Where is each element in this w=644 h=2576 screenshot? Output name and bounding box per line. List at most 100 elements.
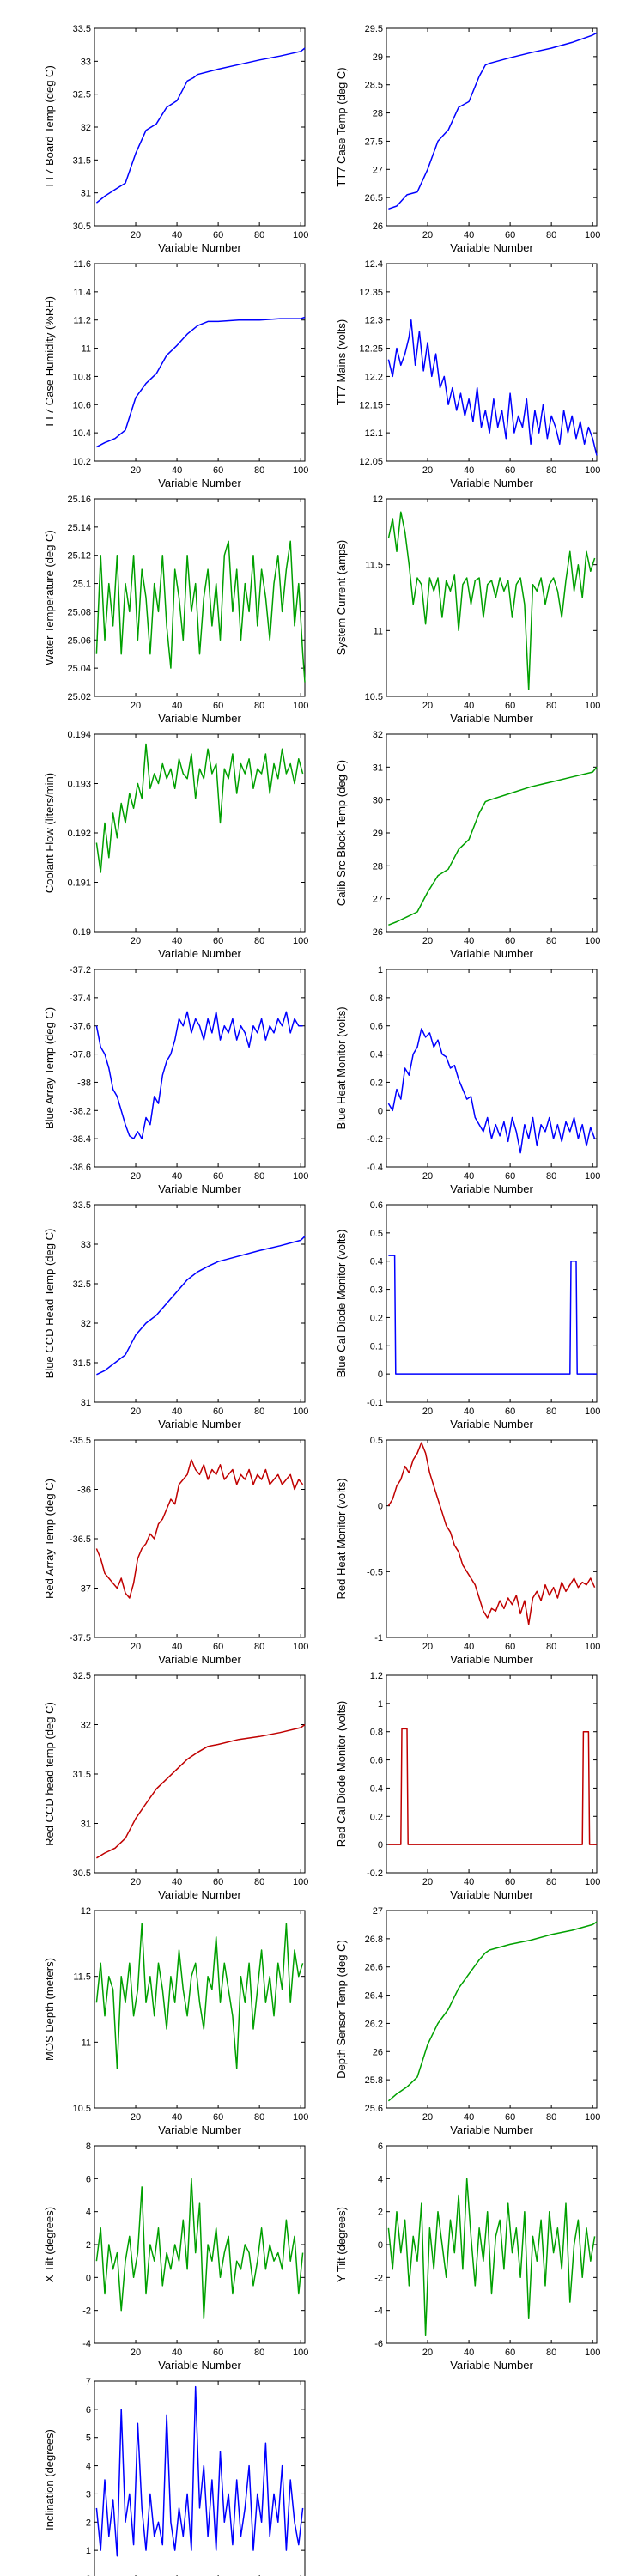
x-tick-label: 100 xyxy=(293,1642,308,1652)
y-tick-label: 8 xyxy=(86,2142,91,2152)
y-tick-label: -2 xyxy=(374,2273,383,2283)
y-tick-label: 28 xyxy=(373,109,383,119)
y-tick-label: 31 xyxy=(373,762,383,773)
y-tick-label: -37 xyxy=(77,1584,91,1595)
y-tick-label: 25.14 xyxy=(67,523,91,533)
x-tick-label: 100 xyxy=(585,1171,600,1182)
x-tick-label: 20 xyxy=(422,1642,433,1652)
x-tick-label: 60 xyxy=(213,701,223,711)
x-tick-label: 60 xyxy=(213,1642,223,1652)
y-tick-label: 26 xyxy=(373,222,383,232)
y-tick-label: -38.4 xyxy=(70,1134,91,1145)
y-tick-label: 5 xyxy=(86,2433,91,2444)
y-tick-label: 26.6 xyxy=(365,1963,383,1973)
plot-frame xyxy=(386,263,598,462)
y-tick-label: -4 xyxy=(82,2339,91,2349)
y-tick-label: 30 xyxy=(373,796,383,806)
chart-4: 20 40 60 80 100 12.05 12.1 12.15 12.2 12.25 12.3 12… xyxy=(335,259,600,489)
y-tick-label: 25.8 xyxy=(365,2075,383,2086)
y-axis-label: Coolant Flow (liters/min) xyxy=(43,773,56,893)
series-line xyxy=(388,1255,597,1375)
y-tick-label: -36.5 xyxy=(70,1534,91,1545)
x-tick-label: 60 xyxy=(213,1877,223,1887)
x-tick-label: 40 xyxy=(172,465,182,476)
x-tick-label: 80 xyxy=(254,2112,264,2123)
x-tick-label: 40 xyxy=(464,936,474,946)
y-tick-label: 30.5 xyxy=(73,1868,91,1879)
y-tick-label: 32.5 xyxy=(73,1671,91,1681)
x-axis-label: Variable Number xyxy=(158,2123,241,2136)
x-tick-label: 40 xyxy=(172,1171,182,1182)
y-tick-label: -37.6 xyxy=(70,1022,91,1032)
x-axis-label: Variable Number xyxy=(158,1182,241,1195)
x-tick-label: 20 xyxy=(131,465,141,476)
x-tick-label: 40 xyxy=(172,701,182,711)
y-tick-label: 0 xyxy=(378,2240,383,2251)
plot-frame xyxy=(94,1439,306,1638)
x-tick-label: 60 xyxy=(505,1642,515,1652)
y-tick-label: 25.1 xyxy=(73,580,91,590)
y-axis-label: Blue CCD Head Temp (deg C) xyxy=(43,1229,56,1379)
x-tick-label: 20 xyxy=(131,230,141,240)
y-tick-label: 26.5 xyxy=(365,193,383,204)
x-tick-label: 40 xyxy=(464,701,474,711)
x-tick-label: 80 xyxy=(254,2348,264,2358)
y-tick-label: 11.5 xyxy=(365,561,383,571)
y-tick-label: -1 xyxy=(374,1633,383,1643)
x-tick-label: 100 xyxy=(585,1642,600,1652)
y-tick-label: 1.2 xyxy=(370,1671,383,1681)
y-tick-label: 0.4 xyxy=(370,1257,383,1267)
chart-8: 20 40 60 80 100 26 27 28 29 30 31 32 Variable Number… xyxy=(335,730,600,960)
y-tick-label: 31.5 xyxy=(73,1358,91,1369)
y-tick-label: 1 xyxy=(378,965,383,975)
y-tick-label: 27 xyxy=(373,1906,383,1917)
x-tick-label: 60 xyxy=(505,701,515,711)
y-tick-label: 25.06 xyxy=(67,635,91,646)
plot-frame xyxy=(386,27,598,227)
y-tick-label: 33.5 xyxy=(73,1200,91,1211)
plot-frame xyxy=(94,2380,306,2576)
x-tick-label: 20 xyxy=(131,1877,141,1887)
y-tick-label: 32.5 xyxy=(73,1279,91,1290)
x-tick-label: 100 xyxy=(293,230,308,240)
x-tick-label: 60 xyxy=(213,465,223,476)
y-tick-label: 31 xyxy=(81,1820,91,1830)
y-axis-label: MOS Depth (meters) xyxy=(43,1958,56,2061)
chart-10: 20 40 60 80 100 -0.4 -0.2 0 0.2 0.4 0.6 0.8 1 Variabl… xyxy=(335,965,600,1195)
plot-frame xyxy=(386,2145,598,2344)
y-tick-label: 31 xyxy=(81,189,91,199)
y-tick-label: 29.5 xyxy=(365,24,383,34)
chart-7: 20 40 60 80 100 0.19 0.191 0.192 0.193 0.194 Varia… xyxy=(43,730,308,960)
y-tick-label: 33 xyxy=(81,1240,91,1250)
x-tick-label: 100 xyxy=(293,701,308,711)
y-tick-label: 31 xyxy=(81,1398,91,1408)
chart-16: 20 40 60 80 100 -0.2 0 0.2 0.4 0.6 0.8 1 1.2 Variable… xyxy=(335,1671,600,1901)
y-tick-label: 6 xyxy=(86,2174,91,2184)
y-axis-label: Blue Cal Diode Monitor (volts) xyxy=(335,1230,348,1378)
y-tick-label: 28 xyxy=(373,861,383,872)
y-tick-label: 2 xyxy=(86,2240,91,2251)
x-tick-label: 20 xyxy=(422,1877,433,1887)
x-tick-label: 100 xyxy=(585,2112,600,2123)
x-axis-label: Variable Number xyxy=(158,477,241,489)
y-axis-label: Y Tilt (degrees) xyxy=(335,2207,348,2282)
y-axis-label: TT7 Mains (volts) xyxy=(335,319,348,405)
y-tick-label: -0.1 xyxy=(367,1398,383,1408)
y-tick-label: -0.4 xyxy=(367,1163,383,1173)
y-tick-label: 32.5 xyxy=(73,90,91,100)
x-tick-label: 60 xyxy=(213,1171,223,1182)
plot-frame xyxy=(386,1204,598,1403)
y-tick-label: 12.1 xyxy=(365,428,383,439)
x-tick-label: 60 xyxy=(505,1406,515,1417)
y-tick-label: 29 xyxy=(373,52,383,63)
y-axis-label: System Current (amps) xyxy=(335,540,348,655)
series-line xyxy=(387,1028,596,1154)
series-line xyxy=(95,540,306,683)
y-tick-label: -0.2 xyxy=(367,1134,383,1145)
y-tick-label: 0 xyxy=(378,1840,383,1850)
x-tick-label: 80 xyxy=(546,2112,556,2123)
x-axis-label: Variable Number xyxy=(158,1653,241,1666)
y-tick-label: 11.6 xyxy=(73,259,91,270)
x-tick-label: 20 xyxy=(422,465,433,476)
x-axis-label: Variable Number xyxy=(450,477,533,489)
